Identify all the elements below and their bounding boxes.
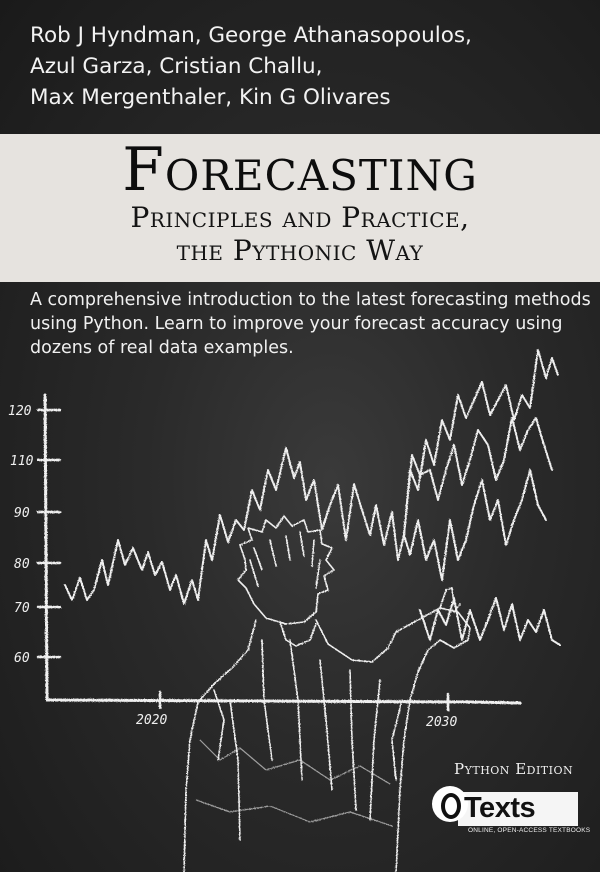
x-axis — [45, 698, 522, 705]
logo-box — [458, 792, 578, 826]
title-banner — [0, 134, 600, 282]
edition-label: Python Edition — [454, 760, 574, 778]
author-list: Rob J Hyndman, George Athanasopoulos, Az… — [30, 20, 590, 113]
author-line: Rob J Hyndman, George Athanasopoulos, — [30, 23, 472, 48]
y-tick-label: 70 — [14, 601, 30, 616]
otexts-logo: Texts ONLINE, OPEN-ACCESS TEXTBOOKS — [432, 782, 590, 842]
y-tick-label: 80 — [14, 557, 30, 572]
history-series — [64, 447, 405, 605]
person-sketch — [183, 515, 471, 872]
logo-tagline: ONLINE, OPEN-ACCESS TEXTBOOKS — [468, 827, 591, 834]
blurb-line: A comprehensive introduction to the late… — [30, 290, 591, 310]
subtitle-line: Principles and Practice, — [130, 201, 470, 234]
y-axis — [43, 393, 49, 702]
y-tick-label: 120 — [8, 404, 32, 419]
otexts-o-icon — [432, 786, 468, 822]
book-blurb: A comprehensive introduction to the late… — [30, 288, 591, 360]
x-tick-label: 2030 — [426, 715, 457, 730]
forecast-upper — [403, 349, 559, 536]
forecast-upper-2 — [403, 417, 553, 536]
author-line: Azul Garza, Cristian Challu, — [30, 54, 323, 79]
blurb-line: dozens of real data examples. — [30, 338, 294, 358]
x-tick-label: 2020 — [136, 713, 167, 728]
logo-wordmark: Texts — [464, 792, 536, 824]
forecast-lower — [419, 597, 561, 646]
y-tick-label: 60 — [14, 651, 30, 666]
book-title: Forecasting — [122, 135, 478, 205]
y-tick-label: 90 — [14, 506, 30, 521]
author-line: Max Mergenthaler, Kin G Olivares — [30, 85, 391, 110]
book-subtitle: Principles and Practice, the Pythonic Wa… — [0, 201, 600, 267]
y-tick-label: 110 — [10, 454, 34, 469]
subtitle-line: the Pythonic Way — [176, 234, 424, 267]
blurb-line: using Python. Learn to improve your fore… — [30, 314, 563, 334]
forecast-mid — [403, 469, 547, 581]
